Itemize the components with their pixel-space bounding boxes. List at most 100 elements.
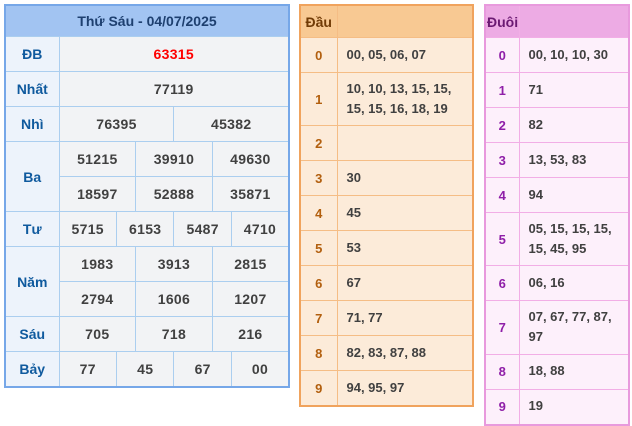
- duoi-digit: 4: [484, 177, 520, 213]
- prize-label-ba: Ba: [4, 141, 60, 212]
- table-row-nhat: Nhất 77119: [4, 71, 290, 107]
- draw-date-title: Thứ Sáu - 04/07/2025: [4, 4, 290, 37]
- duoi-values: 06, 16: [518, 265, 630, 302]
- dau-row-4: 4 45: [299, 195, 474, 232]
- prize-label-nhi: Nhì: [4, 106, 60, 142]
- dau-digit: 3: [299, 160, 338, 197]
- dau-digit: 9: [299, 370, 338, 407]
- dau-header-label: Đầu: [299, 4, 338, 38]
- dau-digit: 4: [299, 195, 338, 232]
- duoi-row-2: 2 82: [484, 107, 630, 143]
- dau-values: 82, 83, 87, 88: [336, 335, 474, 372]
- prize-label-tu: Tư: [4, 211, 60, 247]
- prize-value: 77119: [58, 71, 290, 107]
- dau-header-row: Đầu: [299, 4, 474, 38]
- duoi-values: 18, 88: [518, 353, 630, 390]
- duoi-values: 19: [518, 388, 630, 426]
- table-header-row: Thứ Sáu - 04/07/2025: [4, 4, 290, 37]
- duoi-digit: 2: [484, 107, 520, 143]
- prize-label-bay: Bảy: [4, 351, 60, 388]
- table-row-tu: Tư 5715 6153 5487 4710: [4, 211, 290, 247]
- duoi-row-3: 3 13, 53, 83: [484, 142, 630, 178]
- duoi-digit: 3: [484, 142, 520, 178]
- prize-value: 3913: [135, 246, 213, 282]
- prize-value: 00: [230, 351, 290, 388]
- prize-label-sau: Sáu: [4, 316, 60, 352]
- table-row-db: ĐB 63315: [4, 36, 290, 72]
- dau-digit: 2: [299, 125, 338, 162]
- prize-value: 77: [58, 351, 117, 388]
- prize-label-nhat: Nhất: [4, 71, 60, 107]
- prize-value: 5715: [58, 211, 117, 247]
- prize-value: 2815: [211, 246, 290, 282]
- prize-value: 52888: [135, 176, 213, 212]
- dau-row-0: 0 00, 05, 06, 07: [299, 37, 474, 73]
- dau-values: 94, 95, 97: [336, 370, 474, 407]
- duoi-summary-table: Đuôi 0 00, 10, 10, 30 1 71 2 82 3 13, 53…: [484, 4, 630, 426]
- prize-value: 216: [211, 316, 290, 352]
- table-row-sau: Sáu 705 718 216: [4, 316, 290, 352]
- prize-value: 705: [58, 316, 137, 352]
- duoi-digit: 0: [484, 37, 520, 73]
- duoi-row-9: 9 19: [484, 388, 630, 426]
- prize-label-db: ĐB: [4, 36, 60, 72]
- prize-value: 18597: [58, 176, 137, 212]
- dau-digit: 1: [299, 71, 338, 127]
- dau-digit: 5: [299, 230, 338, 267]
- duoi-row-5: 5 05, 15, 15, 15, 15, 45, 95: [484, 211, 630, 267]
- dau-row-3: 3 30: [299, 160, 474, 197]
- dau-values: 67: [336, 265, 474, 302]
- dau-digit: 7: [299, 300, 338, 337]
- dau-digit: 0: [299, 37, 338, 73]
- prize-value: 4710: [230, 211, 290, 247]
- prize-value: 49630: [211, 141, 290, 177]
- duoi-digit: 8: [484, 353, 520, 390]
- prize-value: 45382: [173, 106, 290, 142]
- duoi-values: 05, 15, 15, 15, 15, 45, 95: [518, 211, 630, 267]
- duoi-values: 82: [518, 107, 630, 143]
- duoi-digit: 5: [484, 211, 520, 267]
- duoi-digit: 1: [484, 72, 520, 108]
- prize-value: 39910: [135, 141, 213, 177]
- prize-label-nam: Năm: [4, 246, 60, 317]
- duoi-values: 71: [518, 72, 630, 108]
- prize-value: 67: [173, 351, 232, 388]
- dau-row-6: 6 67: [299, 265, 474, 302]
- prize-value: 1606: [135, 281, 213, 317]
- prize-value: 6153: [115, 211, 175, 247]
- duoi-digit: 7: [484, 300, 520, 355]
- table-row-bay: Bảy 77 45 67 00: [4, 351, 290, 388]
- prize-value: 35871: [211, 176, 290, 212]
- table-row-ba-1: Ba 51215 39910 49630: [4, 141, 290, 212]
- dau-digit: 6: [299, 265, 338, 302]
- duoi-header-label: Đuôi: [484, 4, 520, 38]
- dau-row-9: 9 94, 95, 97: [299, 370, 474, 407]
- dau-values: 45: [336, 195, 474, 232]
- dau-row-2: 2: [299, 125, 474, 162]
- duoi-values: 13, 53, 83: [518, 142, 630, 178]
- table-row-nam-1: Năm 1983 3913 2815: [4, 246, 290, 317]
- prize-value: 45: [115, 351, 175, 388]
- duoi-row-6: 6 06, 16: [484, 265, 630, 302]
- prize-value: 718: [135, 316, 213, 352]
- prize-value: 1207: [211, 281, 290, 317]
- prize-value: 1983: [58, 246, 137, 282]
- dau-values: 10, 10, 13, 15, 15, 15, 15, 16, 18, 19: [336, 71, 474, 127]
- prize-value: 2794: [58, 281, 137, 317]
- dau-row-5: 5 53: [299, 230, 474, 267]
- duoi-digit: 6: [484, 265, 520, 302]
- duoi-values: 94: [518, 177, 630, 213]
- duoi-values: 07, 67, 77, 87, 97: [518, 300, 630, 355]
- prize-value: 5487: [173, 211, 232, 247]
- table-row-nam-2: 2794 1606 1207: [5, 281, 290, 317]
- duoi-header-spacer: [518, 4, 630, 38]
- dau-row-8: 8 82, 83, 87, 88: [299, 335, 474, 372]
- duoi-row-7: 7 07, 67, 77, 87, 97: [484, 300, 630, 355]
- dau-summary-table: Đầu 0 00, 05, 06, 07 1 10, 10, 13, 15, 1…: [299, 4, 474, 408]
- dau-values: 53: [336, 230, 474, 267]
- dau-row-1: 1 10, 10, 13, 15, 15, 15, 15, 16, 18, 19: [299, 71, 474, 127]
- duoi-digit: 9: [484, 388, 520, 426]
- duoi-row-8: 8 18, 88: [484, 353, 630, 390]
- duoi-values: 00, 10, 10, 30: [518, 37, 630, 73]
